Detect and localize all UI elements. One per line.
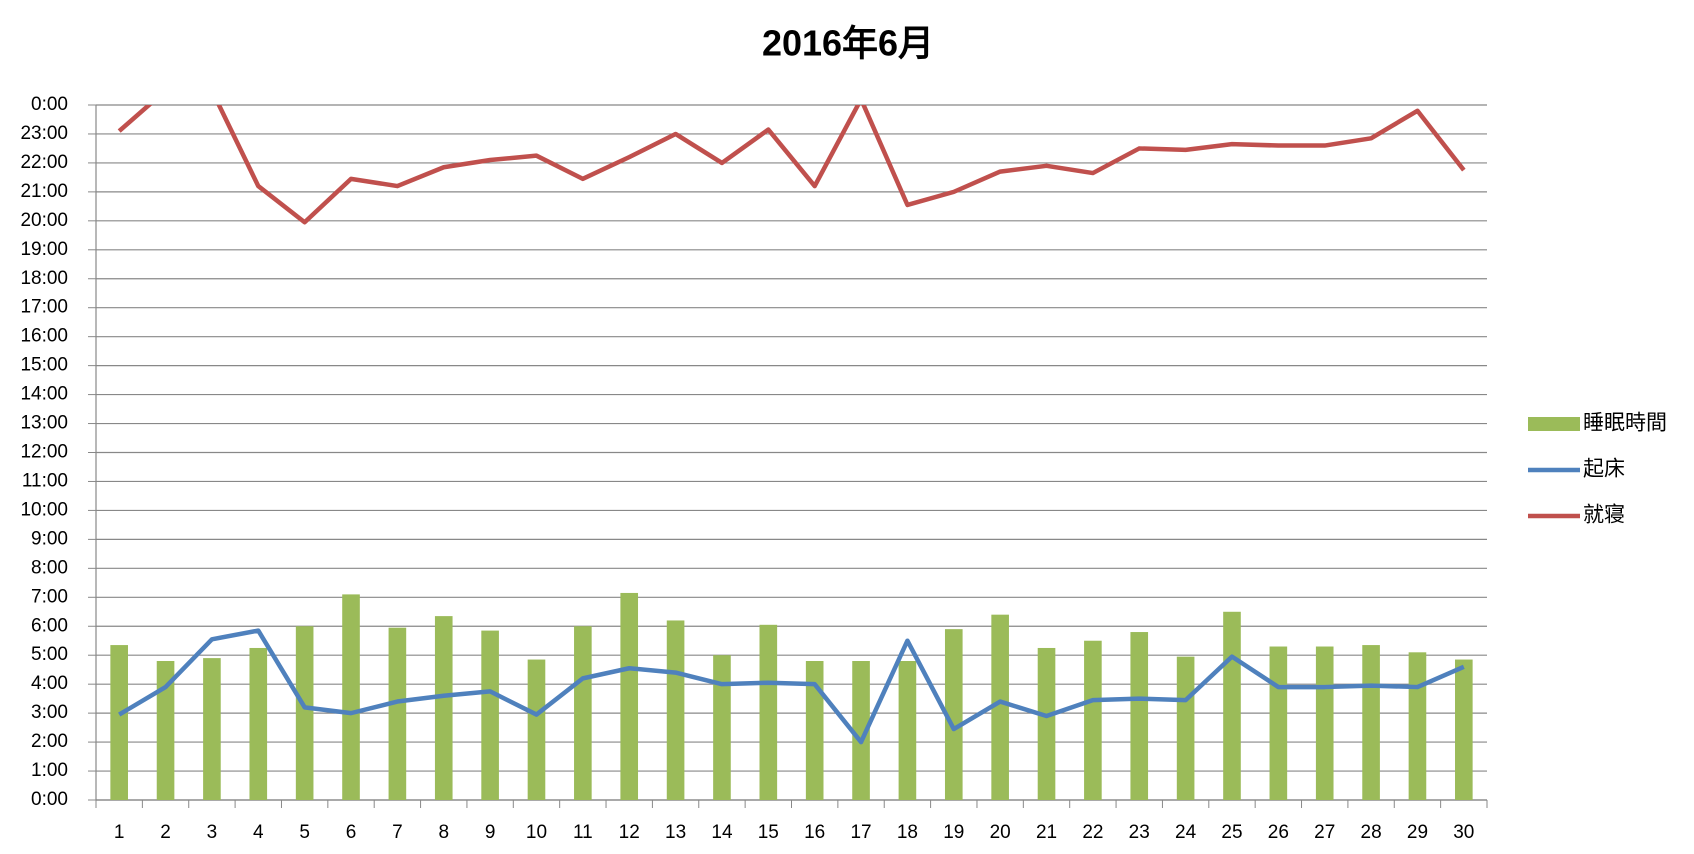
y-tick-label: 14:00: [20, 384, 68, 405]
bar: [388, 627, 407, 800]
x-tick-label: 20: [990, 822, 1011, 843]
legend-label: 起床: [1583, 458, 1625, 481]
y-tick-label: 11:00: [22, 470, 68, 491]
bar: [1408, 652, 1427, 800]
x-tick-label: 14: [711, 822, 733, 843]
x-tick-label: 7: [392, 822, 403, 843]
y-tick-label: 8:00: [31, 557, 68, 578]
x-tick-label: 23: [1129, 822, 1150, 843]
x-tick-label: 29: [1407, 822, 1428, 843]
bar: [1037, 647, 1056, 800]
x-tick-label: 27: [1314, 822, 1335, 843]
y-tick-label: 10:00: [20, 499, 68, 520]
bar: [342, 594, 360, 800]
bar: [666, 620, 685, 800]
y-tick-label: 4:00: [31, 673, 68, 694]
y-tick-label: 0:00: [31, 94, 68, 115]
bar: [852, 661, 870, 800]
x-tick-label: 17: [850, 822, 871, 843]
bar: [898, 661, 917, 800]
bar: [249, 647, 268, 800]
x-tick-label: 13: [665, 822, 686, 843]
y-tick-label: 13:00: [20, 413, 68, 434]
bar: [1269, 646, 1288, 800]
y-tick-label: 15:00: [20, 355, 68, 376]
bar: [295, 626, 314, 800]
y-tick-label: 18:00: [20, 268, 68, 289]
y-tick-label: 5:00: [31, 644, 68, 665]
x-tick-label: 19: [943, 822, 964, 843]
y-tick-label: 17:00: [20, 297, 68, 318]
bar: [1084, 640, 1102, 800]
line: [117, 105, 1466, 225]
x-tick-label: 3: [207, 822, 218, 843]
bar: [574, 626, 592, 800]
bar: [620, 592, 639, 800]
x-tick-label: 6: [346, 822, 357, 843]
bar: [1176, 656, 1195, 800]
x-tick-label: 5: [299, 822, 310, 843]
bar: [156, 661, 175, 800]
bar: [527, 659, 546, 800]
bar: [203, 658, 221, 800]
x-tick-label: 22: [1082, 822, 1103, 843]
x-tick-label: 18: [897, 822, 918, 843]
y-tick-label: 6:00: [31, 615, 68, 636]
legend-label: 睡眠時間: [1583, 412, 1667, 435]
bar: [110, 645, 128, 800]
chart-title: 2016年6月: [762, 23, 934, 64]
y-tick-label: 20:00: [20, 210, 68, 231]
line: [118, 628, 1465, 745]
bar: [1130, 632, 1149, 800]
bar: [1315, 646, 1334, 800]
x-tick-label: 21: [1036, 822, 1057, 843]
y-tick-label: 9:00: [31, 528, 68, 549]
y-tick-label: 22:00: [20, 152, 68, 173]
x-tick-label: 1: [114, 822, 125, 843]
x-tick-label: 2: [160, 822, 171, 843]
y-tick-label: 16:00: [20, 326, 68, 347]
bar: [1223, 611, 1241, 800]
bar: [944, 629, 963, 800]
x-tick-label: 24: [1175, 822, 1197, 843]
x-tick-label: 9: [485, 822, 496, 843]
x-tick-label: 26: [1268, 822, 1289, 843]
y-tick-label: 3:00: [31, 702, 68, 723]
x-tick-label: 15: [758, 822, 779, 843]
y-tick-label: 19:00: [20, 239, 68, 260]
x-tick-label: 4: [253, 822, 264, 843]
x-tick-label: 25: [1221, 822, 1242, 843]
bar: [805, 661, 824, 800]
x-tick-label: 10: [526, 822, 547, 843]
bar: [1455, 659, 1473, 800]
y-tick-label: 23:00: [20, 123, 68, 144]
y-tick-label: 1:00: [31, 760, 68, 781]
bar: [991, 614, 1009, 800]
bar: [713, 655, 731, 800]
x-tick-label: 12: [619, 822, 640, 843]
legend-swatch: [1528, 417, 1580, 431]
bar: [1362, 645, 1380, 800]
plot-area: [110, 105, 1473, 800]
y-tick-label: 12:00: [20, 442, 68, 463]
y-tick-label: 2:00: [31, 731, 68, 752]
y-tick-label: 0:00: [31, 789, 68, 810]
y-tick-label: 7:00: [31, 586, 68, 607]
legend-label: 就寝: [1583, 504, 1625, 527]
x-tick-label: 30: [1453, 822, 1474, 843]
y-tick-label: 21:00: [20, 181, 68, 202]
x-tick-label: 16: [804, 822, 825, 843]
x-tick-label: 8: [438, 822, 449, 843]
bar: [759, 624, 778, 800]
x-tick-label: 11: [573, 822, 593, 843]
bar: [434, 616, 453, 800]
bar: [481, 630, 499, 800]
x-tick-label: 28: [1361, 822, 1382, 843]
